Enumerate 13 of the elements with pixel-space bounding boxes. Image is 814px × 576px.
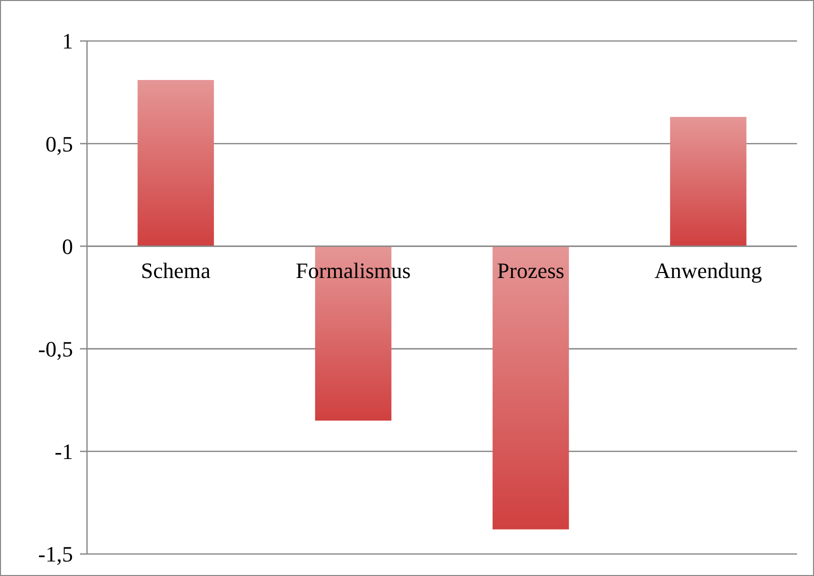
y-tick-label: -1 (54, 439, 73, 464)
y-tick-label: -1,5 (38, 542, 73, 567)
x-tick-label: Schema (140, 258, 211, 284)
y-tick-label: -0,5 (38, 336, 73, 362)
bar (492, 246, 569, 530)
bar (670, 116, 746, 246)
y-tick-label: 0 (62, 234, 73, 259)
x-tick-label: Formalismus (296, 258, 411, 284)
bar (138, 80, 214, 246)
y-tick-label: 0,5 (46, 131, 73, 156)
x-tick-label: Anwendung (654, 258, 762, 284)
y-tick-label: 1 (62, 28, 73, 54)
x-tick-label: Prozess (497, 258, 564, 284)
